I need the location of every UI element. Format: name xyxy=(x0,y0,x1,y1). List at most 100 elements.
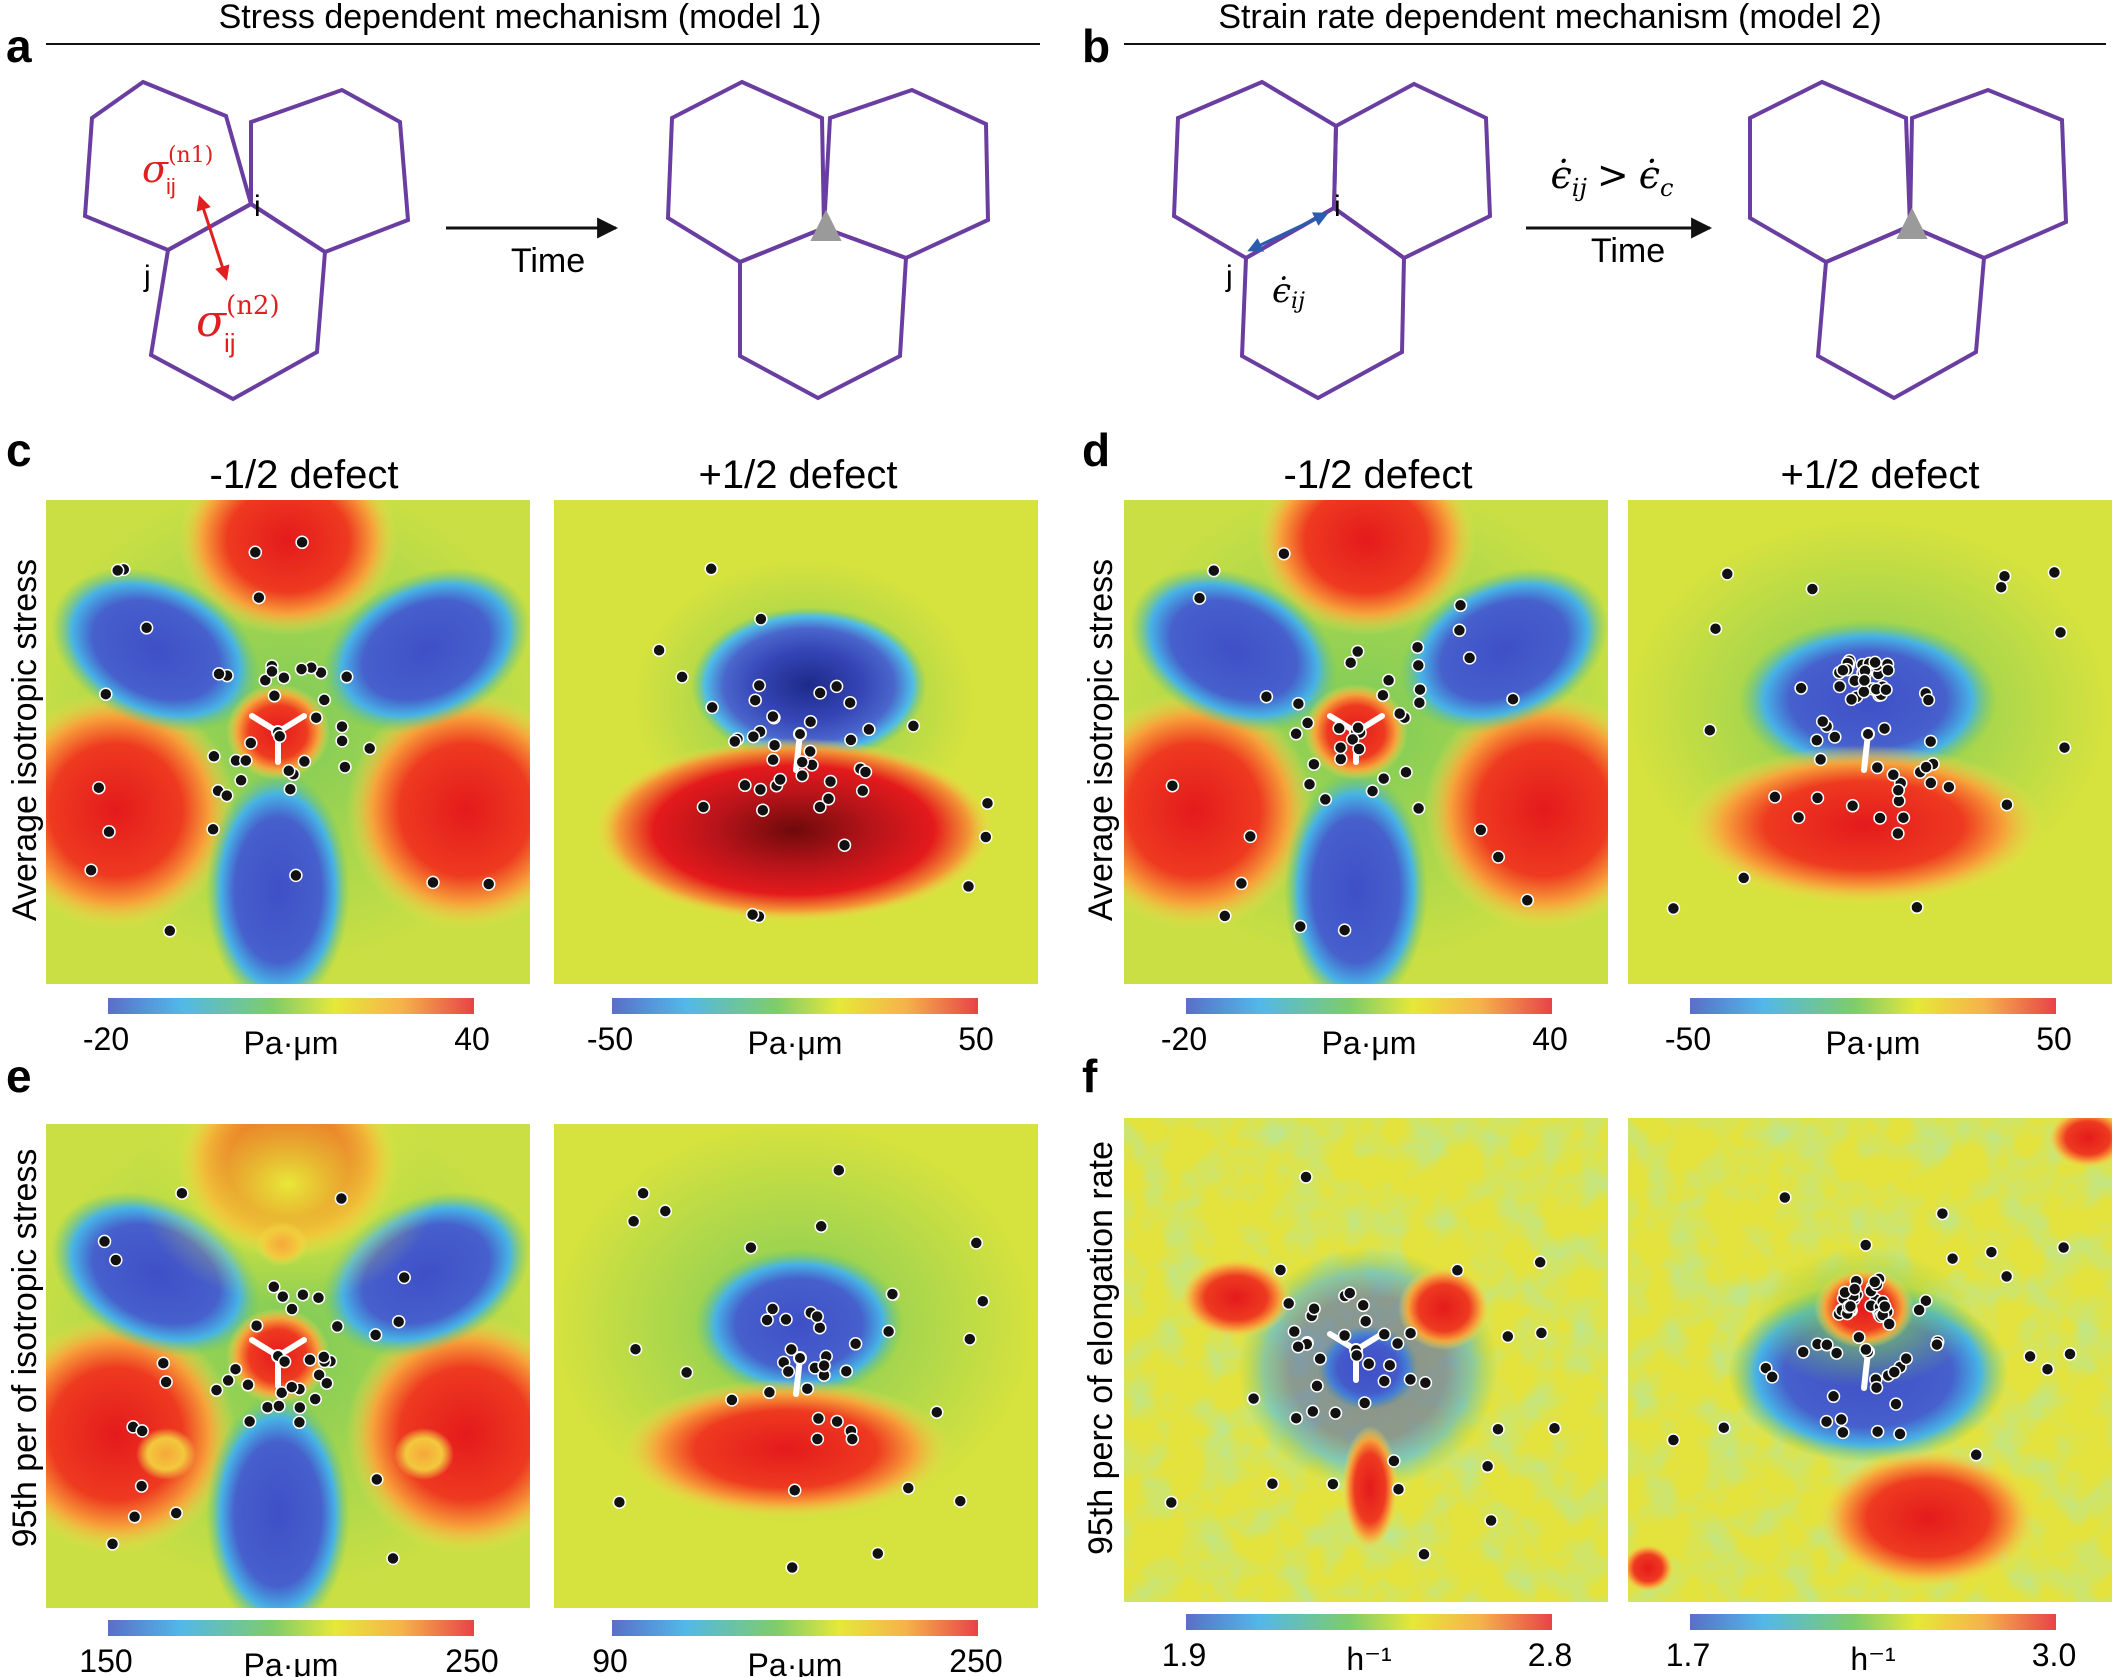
high-lobe xyxy=(1256,500,1476,635)
nucleation-dot xyxy=(1796,1345,1810,1359)
nucleation-dot xyxy=(234,773,248,788)
nucleation-dot xyxy=(1387,1454,1401,1468)
nucleation-dot xyxy=(1413,682,1427,697)
panel-c-right-title: +1/2 defect xyxy=(698,453,897,497)
row-label-f: 95th perc of elongation rate xyxy=(1082,1141,1120,1555)
nucleation-dot xyxy=(248,545,263,560)
nucleation-dot xyxy=(312,1368,326,1382)
low-lobe xyxy=(694,1249,904,1399)
nucleation-dot xyxy=(99,687,113,701)
nucleation-dot xyxy=(1994,580,2008,594)
nucleation-dot xyxy=(1720,567,1735,581)
colorbar-gradient xyxy=(612,998,978,1014)
hex-cluster-before-b xyxy=(1171,79,1493,401)
rate-arrow xyxy=(1247,212,1329,252)
heatmap-f-minus xyxy=(1124,1118,1608,1602)
colorbar-min-label: 150 xyxy=(79,1643,132,1677)
nucleation-dot xyxy=(156,1356,171,1370)
nucleation-dot xyxy=(1356,1298,1370,1313)
nucleation-dot xyxy=(1334,752,1348,766)
colorbar-unit-label: h⁻¹ xyxy=(1346,1641,1391,1677)
colorbar-max-label: 50 xyxy=(958,1021,994,1057)
nucleation-dot xyxy=(285,1302,299,1316)
nucleation-dot xyxy=(242,1414,257,1429)
nucleation-dot xyxy=(1326,1477,1340,1491)
nucleation-dot xyxy=(228,1362,243,1376)
nucleation-dot xyxy=(92,780,106,795)
nucleation-dot xyxy=(1845,799,1860,813)
nucleation-dot xyxy=(258,673,273,688)
nucleation-dot xyxy=(139,621,154,635)
vertex-label-j: j xyxy=(143,260,151,293)
nucleation-dot xyxy=(1893,1427,1907,1441)
nucleation-dot xyxy=(296,1287,310,1302)
nucleation-dot xyxy=(813,686,827,700)
nucleation-dot xyxy=(1768,790,1782,804)
nucleation-dot xyxy=(705,700,719,715)
nucleation-dot xyxy=(1164,1495,1179,1510)
colorbar-max-label: 50 xyxy=(2036,1021,2072,1057)
heatmap-d-minus xyxy=(1124,500,1608,984)
nucleation-dot xyxy=(628,1342,643,1356)
sigma-n1-label: σ(n1) xyxy=(142,143,213,191)
colorbar-d-right: -50 Pa·μm 50 xyxy=(1665,998,2072,1061)
nucleation-dot xyxy=(1859,1342,1873,1357)
panel-letter-a: a xyxy=(6,20,32,72)
nucleation-dot xyxy=(244,736,258,750)
nucleation-dot xyxy=(1365,784,1380,798)
nucleation-dot xyxy=(1891,826,1905,841)
nucleation-dot xyxy=(839,1364,854,1378)
panel-letter-d: d xyxy=(1082,424,1110,476)
hex-cluster-before xyxy=(82,79,411,402)
nucleation-dot xyxy=(1411,658,1426,673)
colorbar-max-label: 2.8 xyxy=(1528,1637,1572,1673)
nucleation-dot xyxy=(817,1358,831,1373)
high-lobe xyxy=(1124,690,1314,930)
nucleation-dot xyxy=(109,1253,123,1267)
nucleation-dot xyxy=(297,754,312,769)
nucleation-dot xyxy=(1337,1328,1352,1343)
nucleation-dot xyxy=(1935,1206,1950,1221)
high-lobe xyxy=(1818,1448,2038,1588)
nucleation-dot xyxy=(810,1309,824,1324)
nucleation-dot xyxy=(626,1214,641,1229)
nucleation-dot xyxy=(795,768,809,783)
colorbar-gradient xyxy=(108,1620,474,1636)
nucleation-dot xyxy=(308,1392,322,1406)
nucleation-dot xyxy=(481,877,496,891)
nucleation-dot xyxy=(1362,1357,1376,1371)
nucleation-dot xyxy=(1703,723,1717,737)
nucleation-dot xyxy=(1501,1329,1515,1344)
nucleation-dot xyxy=(1829,1346,1844,1360)
nucleation-dot xyxy=(1343,1286,1357,1300)
nucleation-dot xyxy=(728,734,742,749)
nucleation-dot xyxy=(1867,1275,1882,1289)
high-lobe xyxy=(1342,1426,1398,1550)
nucleation-dot xyxy=(102,825,116,839)
nucleation-dot xyxy=(1293,919,1308,934)
nucleation-dot xyxy=(260,1400,275,1414)
nucleation-dot xyxy=(1810,791,1825,805)
nucleation-dot xyxy=(803,744,817,759)
nucleation-dot xyxy=(84,863,98,877)
nucleation-dot xyxy=(295,535,309,550)
nucleation-dot xyxy=(1351,721,1365,735)
nucleation-dot xyxy=(1300,716,1315,730)
nucleation-dot xyxy=(832,1163,846,1177)
nucleation-dot xyxy=(1218,909,1232,923)
sigma-n2-sub: ij xyxy=(224,328,236,358)
nucleation-dot xyxy=(1192,591,1207,605)
nucleation-dot xyxy=(1736,871,1751,885)
nucleation-dot xyxy=(159,1375,173,1389)
heatmap-c-plus xyxy=(554,500,1038,984)
defect-triangle-a xyxy=(810,209,842,241)
colorbar-min-label: -20 xyxy=(83,1021,129,1057)
nucleation-dot xyxy=(821,792,836,806)
nucleation-dot xyxy=(1791,810,1806,825)
nucleation-dot xyxy=(1491,1422,1505,1436)
nucleation-dot xyxy=(1836,1425,1850,1440)
nucleation-dot xyxy=(317,693,332,707)
nucleation-dot xyxy=(277,670,291,685)
heatmap-e-minus xyxy=(46,1124,530,1608)
colorbar-min-label: -50 xyxy=(587,1021,633,1057)
